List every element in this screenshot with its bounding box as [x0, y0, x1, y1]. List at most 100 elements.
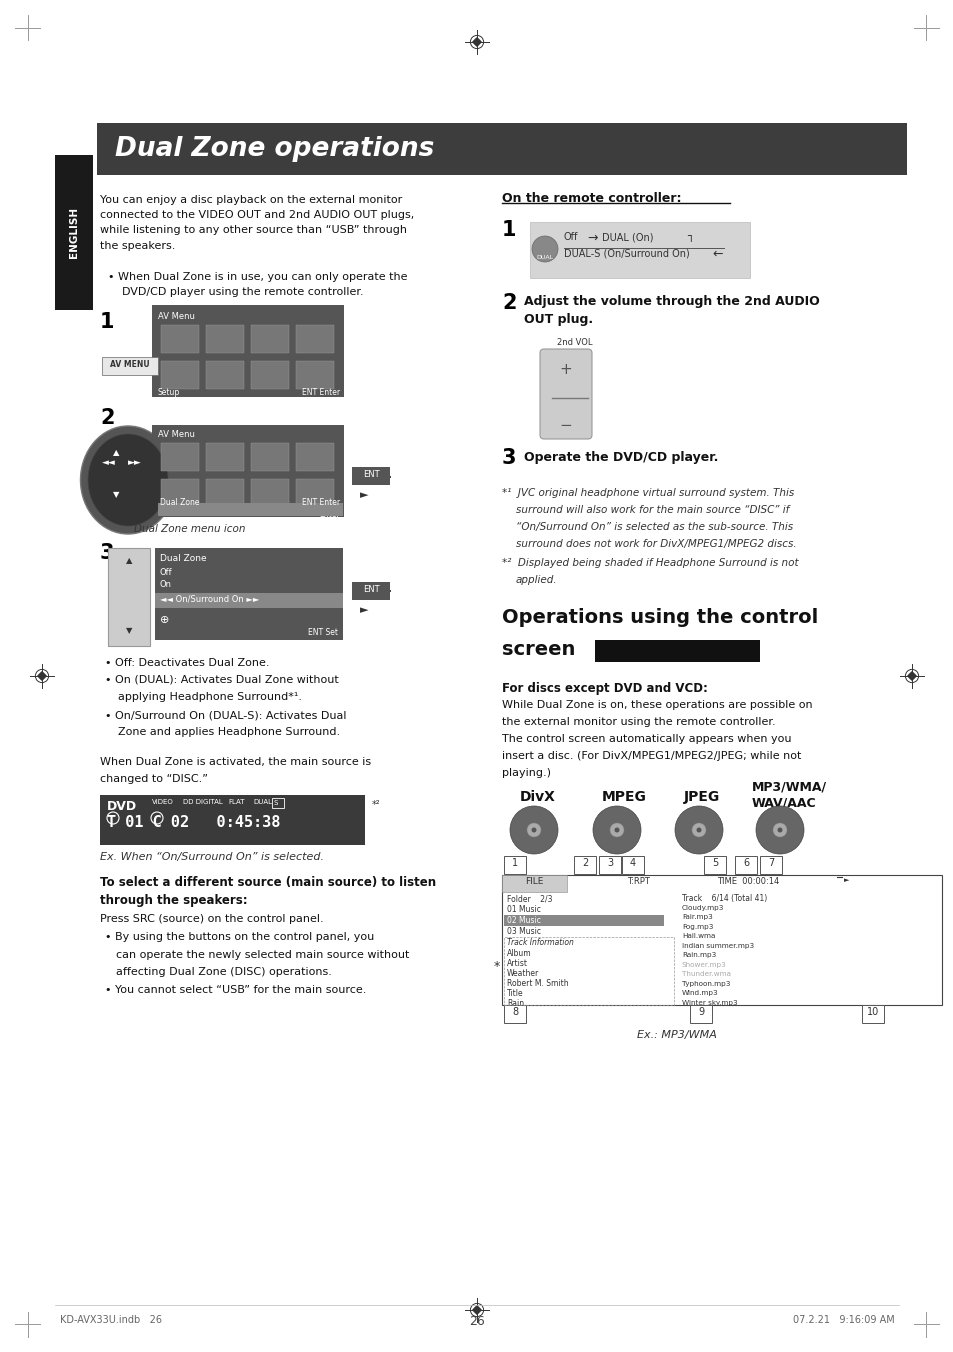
Text: TIME  00:00:14: TIME 00:00:14 [717, 877, 779, 886]
Ellipse shape [88, 434, 168, 526]
Text: Hail.wma: Hail.wma [681, 933, 715, 940]
Text: Off: Off [563, 233, 578, 242]
Text: T:RPT: T:RPT [626, 877, 649, 886]
Text: T 01 C 02   0:45:38: T 01 C 02 0:45:38 [107, 815, 280, 830]
Text: ┐: ┐ [686, 233, 693, 242]
Text: can operate the newly selected main source without: can operate the newly selected main sour… [116, 950, 409, 960]
Text: 5: 5 [711, 859, 718, 868]
Text: ENT: ENT [362, 585, 379, 594]
Text: through the speakers:: through the speakers: [100, 894, 248, 907]
Circle shape [777, 827, 781, 833]
Text: 2: 2 [501, 293, 516, 314]
Text: The control screen automatically appears when you: The control screen automatically appears… [501, 734, 791, 744]
Bar [251, 443, 289, 470]
Text: ►: ► [359, 489, 368, 500]
Text: DD DIGITAL: DD DIGITAL [183, 799, 222, 804]
Text: ◄◄ On/Surround On ►►: ◄◄ On/Surround On ►► [160, 595, 259, 604]
Text: changed to “DISC.”: changed to “DISC.” [100, 773, 208, 784]
FancyBboxPatch shape [539, 349, 592, 439]
Text: • Off: Deactivates Dual Zone.: • Off: Deactivates Dual Zone. [105, 658, 269, 668]
Bar [503, 915, 663, 926]
Text: 6: 6 [742, 859, 748, 868]
Text: Track Information: Track Information [506, 938, 574, 946]
Text: ←: ← [711, 247, 721, 261]
Bar [621, 856, 643, 873]
Text: To select a different source (main source) to listen: To select a different source (main sourc… [100, 876, 436, 890]
Bar [295, 479, 334, 507]
Text: ENGLISH: ENGLISH [69, 207, 79, 258]
Text: DUAL: DUAL [253, 799, 272, 804]
Bar [161, 361, 199, 389]
Text: 2: 2 [100, 408, 114, 429]
Circle shape [510, 806, 558, 854]
Text: Title: Title [506, 990, 523, 998]
Bar [760, 856, 781, 873]
Text: 8: 8 [512, 1007, 517, 1017]
Text: • On/Surround On (DUAL-S): Activates Dual: • On/Surround On (DUAL-S): Activates Dua… [105, 710, 346, 721]
Bar [734, 856, 757, 873]
Circle shape [691, 823, 705, 837]
Text: 01 Music: 01 Music [506, 904, 540, 914]
Bar [161, 324, 199, 353]
Bar [154, 594, 343, 608]
Bar [352, 581, 390, 600]
Text: Weather: Weather [506, 969, 538, 977]
Text: 10: 10 [866, 1007, 879, 1017]
Text: While Dual Zone is on, these operations are possible on: While Dual Zone is on, these operations … [501, 700, 812, 710]
Text: 1: 1 [501, 220, 516, 241]
Text: OUT plug.: OUT plug. [523, 314, 593, 326]
Bar [295, 324, 334, 353]
Bar [862, 1005, 883, 1023]
Text: 3: 3 [606, 859, 613, 868]
Bar [158, 503, 343, 516]
Text: KD-AVX33U.indb   26: KD-AVX33U.indb 26 [60, 1315, 162, 1325]
Text: Dual Zone menu icon: Dual Zone menu icon [134, 525, 246, 534]
Bar [55, 155, 92, 310]
Text: Setup: Setup [158, 388, 180, 397]
Text: surround does not work for DivX/MPEG1/MPEG2 discs.: surround does not work for DivX/MPEG1/MP… [516, 539, 796, 549]
Text: +: + [559, 362, 572, 377]
Text: ▼: ▼ [126, 626, 132, 635]
Text: Typhoon.mp3: Typhoon.mp3 [681, 982, 730, 987]
Bar [598, 856, 620, 873]
Bar [161, 443, 199, 470]
Bar [102, 357, 158, 375]
Text: Dual Zone: Dual Zone [160, 554, 207, 562]
Text: ENT: ENT [362, 470, 379, 479]
Text: Folder    2/3: Folder 2/3 [506, 894, 552, 903]
Text: ►: ► [843, 877, 848, 883]
Text: Zone and applies Headphone Surround.: Zone and applies Headphone Surround. [118, 727, 340, 737]
Text: Adjust the volume through the 2nd AUDIO: Adjust the volume through the 2nd AUDIO [523, 295, 819, 308]
Text: Track    6/14 (Total 41): Track 6/14 (Total 41) [681, 894, 766, 903]
Bar [295, 361, 334, 389]
Bar [295, 443, 334, 470]
Text: 2nd VOL: 2nd VOL [557, 338, 592, 347]
Polygon shape [473, 1306, 480, 1314]
Text: Shower.mp3: Shower.mp3 [681, 963, 726, 968]
Text: ►: ► [359, 604, 368, 615]
Text: Dual Zone: Dual Zone [160, 498, 199, 507]
Bar [503, 1005, 525, 1023]
Text: 4: 4 [629, 859, 636, 868]
Text: Fair.mp3: Fair.mp3 [681, 914, 712, 921]
Text: Robert M. Smith: Robert M. Smith [506, 979, 568, 988]
Bar [206, 361, 244, 389]
Text: Indian summer.mp3: Indian summer.mp3 [681, 942, 753, 949]
Text: ◄◄: ◄◄ [102, 458, 115, 466]
Circle shape [755, 806, 803, 854]
Bar [503, 937, 673, 1005]
Text: AV Menu: AV Menu [158, 430, 194, 439]
Bar [501, 875, 941, 1005]
Text: Press SRC (source) on the control panel.: Press SRC (source) on the control panel. [100, 914, 323, 923]
Bar [97, 123, 906, 174]
Text: affecting Dual Zone (DISC) operations.: affecting Dual Zone (DISC) operations. [116, 967, 332, 977]
Text: ▲: ▲ [126, 556, 132, 565]
Text: 1: 1 [512, 859, 517, 868]
Text: ►►: ►► [128, 458, 142, 466]
Text: “On/Surround On” is selected as the sub-source. This: “On/Surround On” is selected as the sub-… [516, 522, 792, 531]
Text: JPEG: JPEG [683, 790, 720, 804]
Text: When Dual Zone is activated, the main source is: When Dual Zone is activated, the main so… [100, 757, 371, 767]
Text: DVD: DVD [107, 800, 137, 813]
Circle shape [675, 806, 722, 854]
Bar [251, 479, 289, 507]
